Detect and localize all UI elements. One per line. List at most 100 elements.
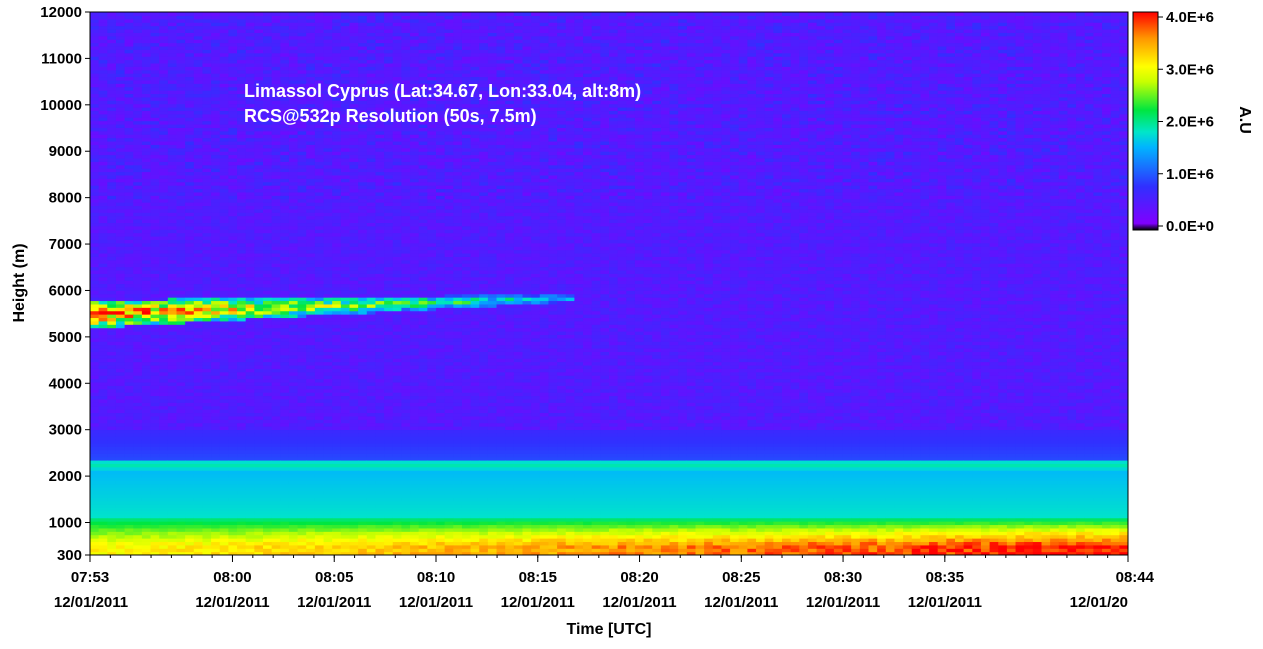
heatmap-cell <box>133 242 143 247</box>
heatmap-cell <box>115 161 126 166</box>
heatmap-cell <box>219 324 229 329</box>
heatmap-cell <box>98 62 108 67</box>
heatmap-cell <box>211 35 221 40</box>
heatmap-cell <box>133 235 143 240</box>
heatmap-cell <box>159 405 169 410</box>
heatmap-cell <box>98 351 108 356</box>
heatmap-cell <box>358 470 368 475</box>
heatmap-cell <box>167 344 178 349</box>
heatmap-cell <box>124 154 134 159</box>
heatmap-cell <box>98 449 108 454</box>
heatmap-cell <box>150 398 160 403</box>
heatmap-cell <box>263 52 273 57</box>
heatmap-cell <box>176 52 186 57</box>
heatmap-cell <box>245 73 255 78</box>
heatmap-cell <box>340 371 351 376</box>
heatmap-cell <box>228 507 238 512</box>
heatmap-cell <box>150 12 160 16</box>
heatmap-cell <box>228 307 238 312</box>
heatmap-cell <box>219 300 229 305</box>
heatmap-cell <box>288 225 299 230</box>
heatmap-cell <box>211 269 221 274</box>
heatmap-cell <box>159 161 169 166</box>
heatmap-cell <box>271 480 281 485</box>
heatmap-cell <box>237 517 247 522</box>
heatmap-cell <box>202 453 212 458</box>
heatmap-cell <box>297 497 307 502</box>
heatmap-cell <box>159 242 169 247</box>
heatmap-cell <box>150 524 160 529</box>
heatmap-cell <box>150 25 160 30</box>
heatmap-cell <box>323 181 333 186</box>
heatmap-cell <box>228 459 238 464</box>
heatmap-cell <box>150 507 160 512</box>
heatmap-cell <box>314 524 325 529</box>
heatmap-cell <box>297 480 307 485</box>
heatmap-cell <box>211 198 221 203</box>
heatmap-cell <box>107 453 117 458</box>
heatmap-cell <box>159 188 169 193</box>
heatmap-cell <box>133 154 143 159</box>
heatmap-cell <box>306 252 316 257</box>
heatmap-cell <box>211 544 221 549</box>
heatmap-cell <box>358 507 368 512</box>
heatmap-cell <box>297 344 307 349</box>
heatmap-cell <box>263 487 273 492</box>
heatmap-cell <box>228 426 238 431</box>
heatmap-cell <box>115 144 126 149</box>
heatmap-cell <box>193 181 204 186</box>
heatmap-cell <box>219 79 229 84</box>
heatmap-cell <box>306 497 316 502</box>
heatmap-cell <box>297 524 307 529</box>
heatmap-cell <box>219 517 229 522</box>
heatmap-cell <box>202 25 212 30</box>
heatmap-cell <box>228 107 238 112</box>
heatmap-cell <box>332 45 342 50</box>
heatmap-cell <box>314 480 325 485</box>
heatmap-cell <box>202 381 212 386</box>
heatmap-cell <box>288 242 299 247</box>
heatmap-cell <box>90 303 100 308</box>
heatmap-cell <box>219 453 229 458</box>
heatmap-cell <box>219 263 229 268</box>
heatmap-cell <box>107 510 117 515</box>
heatmap-cell <box>280 534 290 539</box>
heatmap-cell <box>306 215 316 220</box>
heatmap-cell <box>271 361 281 366</box>
heatmap-cell <box>150 388 160 393</box>
heatmap-cell <box>107 256 117 261</box>
heatmap-cell <box>211 436 221 441</box>
heatmap-cell <box>193 388 204 393</box>
heatmap-cell <box>90 514 100 519</box>
heatmap-cell <box>167 144 178 149</box>
heatmap-cell <box>297 544 307 549</box>
heatmap-cell <box>306 443 316 447</box>
heatmap-cell <box>124 480 134 485</box>
heatmap-cell <box>98 490 108 495</box>
heatmap-cell <box>211 117 221 122</box>
heatmap-cell <box>159 361 169 366</box>
heatmap-cell <box>323 398 333 403</box>
heatmap-cell <box>167 507 178 512</box>
heatmap-cell <box>219 398 229 403</box>
heatmap-cell <box>167 317 178 322</box>
heatmap-cell <box>107 371 117 376</box>
heatmap-cell <box>90 415 100 420</box>
heatmap-cell <box>297 351 307 356</box>
heatmap-cell <box>98 269 108 274</box>
heatmap-cell <box>159 90 169 95</box>
heatmap-cell <box>314 235 325 240</box>
heatmap-cell <box>98 147 108 152</box>
heatmap-cell <box>219 415 229 420</box>
heatmap-cell <box>254 280 264 285</box>
heatmap-cell <box>107 320 117 325</box>
heatmap-cell <box>288 507 299 512</box>
heatmap-cell <box>202 18 212 23</box>
heatmap-cell <box>141 242 152 247</box>
heatmap-cell <box>124 269 134 274</box>
heatmap-cell <box>90 273 100 278</box>
heatmap-cell <box>219 344 229 349</box>
heatmap-cell <box>107 307 117 312</box>
heatmap-cell <box>245 208 255 213</box>
heatmap-cell <box>349 181 359 186</box>
